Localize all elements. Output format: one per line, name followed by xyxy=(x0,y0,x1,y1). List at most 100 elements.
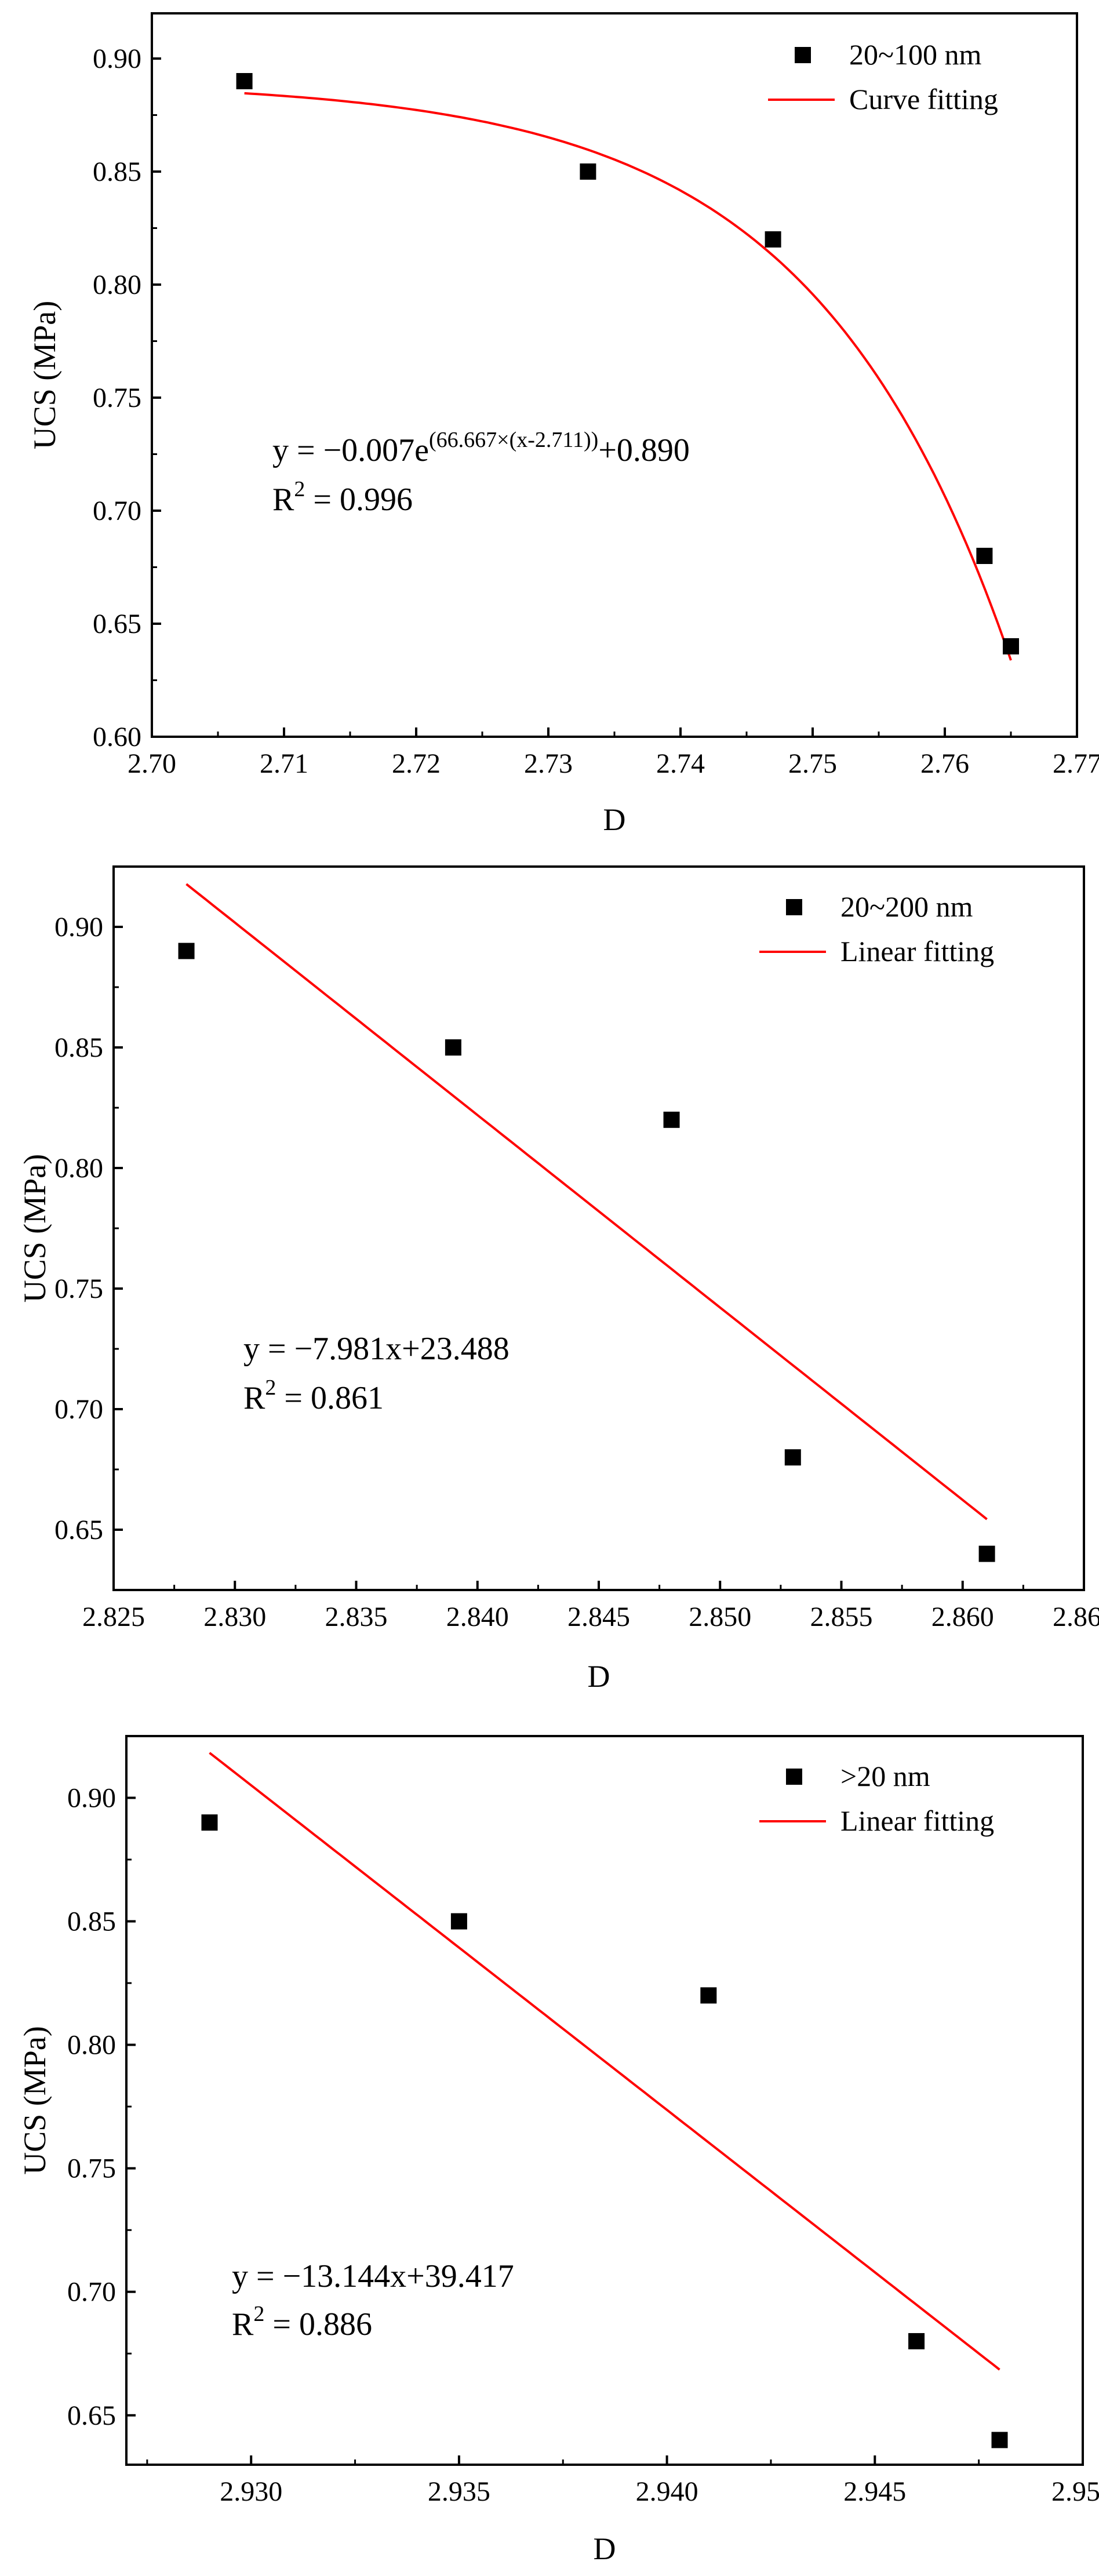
data-point xyxy=(765,231,781,248)
x-tick-label: 2.850 xyxy=(689,1602,751,1632)
x-tick-label: 2.830 xyxy=(203,1602,266,1632)
fit-equation-exponent: (66.667×(x-2.711)) xyxy=(429,428,598,452)
legend-marker xyxy=(795,47,811,63)
y-tick-label: 0.70 xyxy=(67,2277,116,2308)
y-tick-label: 0.75 xyxy=(67,2153,116,2184)
data-point xyxy=(450,1913,467,1930)
chart-svg-2: 2.825 2.830 2.835 2.840 2.845 2.850 2.855 2.860… xyxy=(17,865,1099,1694)
x-tick-label: 2.930 xyxy=(220,2476,282,2507)
r-squared-symbol: R xyxy=(272,482,294,518)
data-point xyxy=(445,1039,461,1056)
fit-equation: y = −13.144x+39.417 xyxy=(232,2258,514,2294)
fit-equation-main: y = −7.981x+23.488 xyxy=(243,1331,510,1367)
y-axis-title: UCS (MPa) xyxy=(17,2026,52,2175)
x-axis-title: D xyxy=(594,2531,616,2566)
y-tick-label: 0.70 xyxy=(54,1394,103,1425)
x-axis-title: D xyxy=(603,802,626,837)
fit-equation-main: y = −13.144x+39.417 xyxy=(232,2258,514,2294)
fit-line xyxy=(209,1752,1000,2371)
x-tick-label: 2.76 xyxy=(920,748,969,779)
y-tick-label: 0.85 xyxy=(67,1906,116,1937)
data-point xyxy=(978,1545,995,1562)
x-tick-label: 2.845 xyxy=(567,1602,630,1632)
y-tick-label: 0.90 xyxy=(67,1783,116,1814)
x-tick-label: 2.825 xyxy=(82,1602,145,1632)
x-tick-label: 2.840 xyxy=(446,1602,509,1632)
x-tick-label: 2.860 xyxy=(931,1602,994,1632)
legend-label-fit: Curve fitting xyxy=(849,83,998,115)
x-tick-label: 2.71 xyxy=(260,748,308,779)
x-tick-label: 2.940 xyxy=(636,2476,698,2507)
y-tick-label: 0.80 xyxy=(54,1153,103,1184)
y-tick-label: 0.60 xyxy=(93,722,141,752)
fit-line xyxy=(244,92,1012,661)
r-squared-exponent: 2 xyxy=(265,1376,276,1400)
x-tick-label: 2.70 xyxy=(128,748,176,779)
legend-label-data: 20~200 nm xyxy=(840,890,973,923)
x-tick-label: 2.835 xyxy=(325,1602,388,1632)
fit-equation-main: y = −0.007e xyxy=(272,432,429,468)
legend-label-data: 20~100 nm xyxy=(849,38,982,71)
r-squared-symbol: R xyxy=(243,1380,265,1416)
x-tick-label: 2.935 xyxy=(428,2476,490,2507)
data-point xyxy=(1003,638,1019,654)
y-tick-label: 0.90 xyxy=(93,43,141,74)
r-squared: R2 = 0.996 xyxy=(272,477,413,518)
chart-svg-3: 2.930 2.935 2.940 2.945 2.950 0.65 0.70 0.75 0.8… xyxy=(17,1735,1099,2566)
y-tick-label: 0.85 xyxy=(93,157,141,187)
data-point xyxy=(991,2432,1008,2448)
data-point xyxy=(908,2333,925,2349)
plot-frame xyxy=(151,12,1078,738)
chart-panel-3: 2.930 2.935 2.940 2.945 2.950 0.65 0.70 0.75 0.8… xyxy=(0,1707,1099,2576)
x-tick-label: 2.74 xyxy=(656,748,705,779)
data-point xyxy=(178,943,195,959)
y-tick-label: 0.70 xyxy=(93,496,141,526)
x-tick-label: 2.77 xyxy=(1053,748,1099,779)
legend-label-fit: Linear fitting xyxy=(840,1804,994,1837)
x-tick-label: 2.865 xyxy=(1053,1602,1099,1632)
fit-equation: y = −7.981x+23.488 xyxy=(243,1331,510,1367)
data-point xyxy=(236,73,253,89)
r-squared-exponent: 2 xyxy=(294,477,305,501)
y-tick-label: 0.65 xyxy=(67,2400,116,2431)
data-point xyxy=(663,1111,680,1128)
data-point xyxy=(784,1449,801,1466)
y-axis-title: UCS (MPa) xyxy=(17,1154,52,1303)
plot-frame xyxy=(125,1735,1084,2466)
y-tick-label: 0.75 xyxy=(93,383,141,413)
chart-svg-1: 2.70 2.71 2.72 2.73 2.74 2.75 2.76 2.77 0.60 0.65… xyxy=(27,12,1099,837)
r-squared: R2 = 0.861 xyxy=(243,1376,384,1416)
legend-label-fit: Linear fitting xyxy=(840,935,994,967)
y-tick-label: 0.90 xyxy=(54,912,103,943)
y-tick-label: 0.85 xyxy=(54,1032,103,1063)
r-squared-exponent: 2 xyxy=(253,2302,264,2326)
legend-marker xyxy=(786,899,802,915)
y-axis-title: UCS (MPa) xyxy=(27,301,62,450)
y-tick-label: 0.80 xyxy=(93,270,141,300)
fit-equation: y = −0.007e(66.667×(x-2.711))+0.890 xyxy=(272,428,690,468)
x-tick-label: 2.72 xyxy=(392,748,441,779)
fit-line xyxy=(185,883,988,1520)
r-squared-value: = 0.886 xyxy=(264,2306,372,2342)
data-point xyxy=(580,163,596,180)
legend-marker xyxy=(786,1769,802,1785)
x-tick-label: 2.945 xyxy=(843,2476,906,2507)
chart-panel-1: 2.70 2.71 2.72 2.73 2.74 2.75 2.76 2.77 0.60 0.65… xyxy=(0,0,1099,849)
chart-panel-2: 2.825 2.830 2.835 2.840 2.845 2.850 2.855 2.860… xyxy=(0,849,1099,1707)
x-axis-title: D xyxy=(588,1659,610,1694)
r-squared-value: = 0.861 xyxy=(276,1380,384,1416)
data-point xyxy=(700,1987,717,2004)
r-squared-symbol: R xyxy=(232,2306,254,2342)
x-tick-label: 2.75 xyxy=(788,748,837,779)
y-tick-label: 0.65 xyxy=(54,1515,103,1545)
y-tick-label: 0.80 xyxy=(67,2030,116,2061)
x-tick-label: 2.73 xyxy=(524,748,573,779)
y-tick-label: 0.65 xyxy=(93,609,141,639)
data-point xyxy=(201,1814,218,1831)
r-squared-value: = 0.996 xyxy=(305,482,413,518)
legend-label-data: >20 nm xyxy=(840,1760,930,1792)
x-tick-label: 2.950 xyxy=(1051,2476,1099,2507)
y-tick-label: 0.75 xyxy=(54,1274,103,1304)
x-tick-label: 2.855 xyxy=(810,1602,873,1632)
data-point xyxy=(976,548,993,564)
